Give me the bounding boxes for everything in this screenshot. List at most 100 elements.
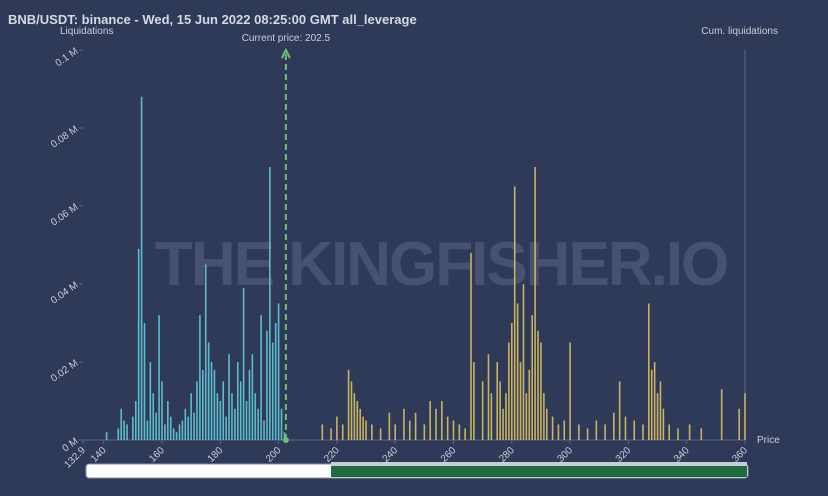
bar [470,252,472,440]
bar [441,401,443,440]
bar [228,354,230,440]
bar [618,381,621,440]
bar [578,424,580,440]
bar [534,167,536,440]
bar [251,354,254,440]
current-price-label: Current price: 202.5 [242,33,331,44]
bar [167,401,169,440]
bar [668,424,671,440]
bar [545,408,548,440]
bar [414,412,417,440]
bar [126,424,128,440]
x-tick-label: 320 [614,445,634,465]
bar [207,342,210,440]
bar [213,369,216,440]
range-handle-bar[interactable] [331,462,747,466]
bar [551,416,554,440]
current-price-dot [282,437,289,443]
bar [633,420,636,440]
bar [388,412,391,440]
bar [537,330,539,440]
bar [720,389,723,440]
bar [137,248,140,440]
x-tick-label: 240 [381,445,401,465]
bar [624,416,627,440]
bar [490,393,493,440]
bar [277,303,280,440]
bar [164,424,166,440]
bar [146,420,149,440]
bar [487,354,490,440]
bar [199,315,201,440]
bar [525,393,528,440]
bar [662,408,665,440]
bar [266,330,268,440]
bar [371,424,373,440]
bar [280,408,283,440]
bar [158,315,160,440]
x-tick-label: 360 [730,445,750,465]
bar [659,381,662,440]
bar [210,362,213,440]
bar [365,420,367,440]
bar [117,428,120,440]
bar [653,362,656,440]
bar [648,303,650,440]
bar [123,420,125,440]
bar [152,393,155,440]
bar [140,96,143,441]
bar [650,369,653,440]
bar [688,424,691,440]
bar [502,408,504,440]
bar [557,424,560,440]
bar [269,167,271,440]
bar [239,381,242,440]
bar [184,408,187,440]
bar [245,401,248,440]
bar [263,420,265,440]
bar [359,408,362,440]
bar [738,408,740,440]
bar [347,369,350,440]
bar [744,393,746,440]
bar [248,369,251,440]
bar [330,428,332,440]
bar [379,428,382,440]
bar [143,323,146,440]
bar [260,315,262,440]
bar [134,401,137,440]
bar [181,420,184,440]
bar [496,362,499,440]
bar [700,428,703,440]
bar [193,412,195,440]
bar [642,424,644,440]
bar [274,323,277,440]
bar [242,287,245,440]
bar [350,381,353,440]
current-price-arrow [280,47,291,59]
bar [187,416,190,440]
x-axis-title: Price [757,435,780,446]
bar [595,420,598,440]
bar [510,323,513,440]
bar [423,424,426,440]
bar [394,424,396,440]
x-tick-label: 140 [89,445,109,465]
y-tick-label: 0.02 M [49,358,80,385]
bar [353,393,356,440]
bar [586,428,589,440]
bar [161,381,163,440]
bar [149,362,152,440]
bar [120,408,122,440]
bar [336,416,338,440]
bar [356,401,359,440]
y-tick-label: 0.1 M [54,46,81,69]
x-tick-label: 280 [497,445,517,465]
bar [271,342,274,440]
bar [569,342,571,440]
bar [341,424,344,440]
bar [219,401,222,440]
bar [234,408,236,440]
x-tick-label: 340 [672,445,692,465]
range-selection[interactable] [331,465,747,477]
